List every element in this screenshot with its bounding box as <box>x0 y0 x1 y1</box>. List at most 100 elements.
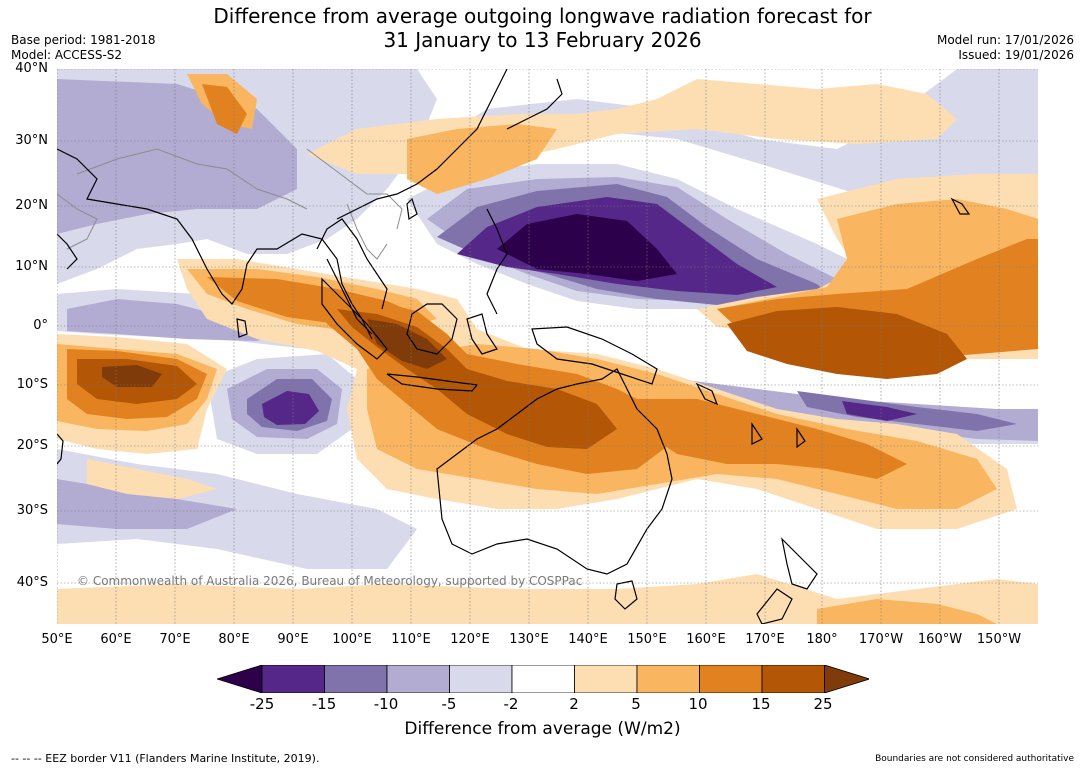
colorbar-tick-5: 5 <box>631 695 641 713</box>
lat-label-20s: 20°S <box>16 438 48 453</box>
lon-label-80e: 80°E <box>218 632 250 647</box>
colorbar-graphic <box>215 664 871 694</box>
p4-region-east-pacific <box>727 307 967 379</box>
colorbar-segment-5 <box>574 664 638 694</box>
eez-border-note: -- -- -- EEZ border V11 (Flanders Marine… <box>11 752 320 765</box>
title-line-1: Difference from average outgoing longwav… <box>213 4 872 28</box>
p5-region-indian-core <box>102 365 162 387</box>
colorbar-tick-15: 15 <box>751 695 771 713</box>
coast-philippines <box>486 208 508 315</box>
colorbar-tick-25: 25 <box>813 695 833 713</box>
n4-region-south-pacific <box>842 401 917 421</box>
positive-anomaly-regions <box>57 74 1038 624</box>
n2-region-south-band <box>57 479 237 529</box>
n4-region-south-indian <box>262 391 319 425</box>
colorbar-segment-7 <box>699 664 763 694</box>
map-area <box>57 69 1038 624</box>
title-line-2: 31 January to 13 February 2026 <box>383 28 702 52</box>
colorbar-segment-6 <box>636 664 700 694</box>
lat-label-10s: 10°S <box>16 377 48 392</box>
border-west-asia <box>57 193 98 250</box>
lat-label-30n: 30°N <box>15 133 48 148</box>
coast-japan <box>506 78 563 130</box>
olr-anomaly-map <box>57 69 1038 624</box>
lon-label-90e: 90°E <box>277 632 309 647</box>
lon-label-60e: 60°E <box>100 632 132 647</box>
meta-right: Model run: 17/01/2026 Issued: 19/01/2026 <box>937 33 1074 63</box>
colorbar-arrow-high <box>824 664 871 694</box>
coast-arabia-east <box>57 233 78 270</box>
colorbar-tick-10: 10 <box>688 695 708 713</box>
lon-label-110e: 110°E <box>391 632 431 647</box>
colorbar-segment-3 <box>449 664 513 694</box>
coast-india-arabia <box>57 148 373 340</box>
colorbar-tick-neg25: -25 <box>249 695 275 713</box>
lon-label-130e: 130°E <box>509 632 549 647</box>
model-run: Model run: 17/01/2026 <box>936 33 1074 47</box>
colorbar-arrow-low <box>215 664 263 694</box>
n3-region-south-pacific <box>797 391 1017 431</box>
p1-region-indian-south <box>87 459 217 499</box>
colorbar-tick-neg5: -5 <box>441 695 457 713</box>
boundaries-disclaimer: Boundaries are not considered authoritat… <box>875 754 1074 764</box>
p3-region-himalaya <box>202 84 247 134</box>
lon-label-160w: 160°W <box>917 632 963 647</box>
lat-label-30s: 30°S <box>16 503 48 518</box>
lon-label-50e: 50°E <box>41 632 73 647</box>
p5-region-maritime-core <box>367 319 447 369</box>
coast-new-zealand-north <box>781 537 818 590</box>
coast-new-guinea <box>531 326 658 385</box>
p2-region-south-strip <box>817 599 997 624</box>
colorbar-segment-2 <box>386 664 450 694</box>
coast-sumatra <box>321 277 388 360</box>
copyright-notice: © Commonwealth of Australia 2026, Bureau… <box>77 574 583 588</box>
lat-label-10n: 10°N <box>15 259 48 274</box>
border-china-south <box>306 148 403 230</box>
lon-label-180: 180° <box>806 632 838 647</box>
lon-label-70e: 70°E <box>159 632 191 647</box>
lon-label-170e: 170°E <box>745 632 785 647</box>
coast-east-asia <box>336 69 508 220</box>
n2-region-equatorial-west <box>67 299 287 341</box>
border-south-asia <box>76 148 308 210</box>
colorbar-segment-0 <box>261 664 325 694</box>
coast-australia <box>436 368 673 575</box>
lon-label-140e: 140°E <box>568 632 608 647</box>
colorbar-tick-neg2: -2 <box>503 695 519 713</box>
p2-region-north-china <box>407 124 557 194</box>
coast-pacific-islands <box>695 382 806 449</box>
coast-madagascar <box>57 433 64 465</box>
coast-tasmania <box>614 580 638 610</box>
lat-label-40s: 40°S <box>16 575 48 590</box>
lon-label-120e: 120°E <box>450 632 490 647</box>
colorbar-segment-8 <box>761 664 825 694</box>
p1-region-south-strip <box>57 574 1038 624</box>
lat-label-0: 0° <box>33 318 48 333</box>
colorbar-segment-1 <box>324 664 388 694</box>
coast-borneo <box>406 303 458 355</box>
lon-label-160e: 160°E <box>686 632 726 647</box>
country-borders <box>57 148 403 260</box>
issued-date: Issued: 19/01/2026 <box>958 48 1074 62</box>
coast-new-zealand-south <box>756 588 793 624</box>
coast-malay <box>326 258 373 335</box>
p3-region-australia-east <box>637 399 907 479</box>
lon-label-100e: 100°E <box>332 632 372 647</box>
colorbar-segment-4 <box>511 664 575 694</box>
lon-label-170w: 170°W <box>858 632 904 647</box>
coast-sulawesi <box>466 313 498 355</box>
coast-sri-lanka <box>236 318 248 338</box>
base-period: Base period: 1981-2018 <box>11 33 156 47</box>
model-name: Model: ACCESS-S2 <box>11 48 123 62</box>
coast-indochina <box>316 218 388 310</box>
lat-label-40n: 40°N <box>15 61 48 76</box>
lon-label-150w: 150°W <box>976 632 1022 647</box>
lon-label-150e: 150°E <box>627 632 667 647</box>
coast-taiwan <box>406 197 418 221</box>
chart-title: Difference from average outgoing longwav… <box>0 4 1085 52</box>
meta-left: Base period: 1981-2018 Model: ACCESS-S2 <box>11 33 156 63</box>
colorbar-tick-2: 2 <box>569 695 579 713</box>
n5-region-west-pacific-core <box>497 214 677 281</box>
gridlines <box>57 69 1038 624</box>
colorbar-label: Difference from average (W/m2) <box>404 719 681 739</box>
